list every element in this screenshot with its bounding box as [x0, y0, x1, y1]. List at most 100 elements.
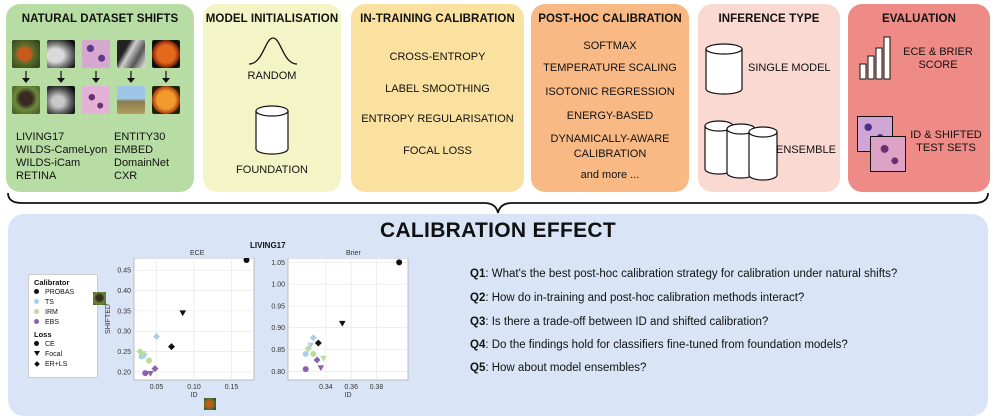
y-axis-label: SHIFTED: [105, 304, 112, 334]
test-image-front: [870, 136, 906, 172]
dataset-name: WILDS-iCam: [16, 157, 81, 169]
x-tick-label: 0.15: [225, 384, 239, 391]
data-point: [302, 350, 309, 357]
xray-thumbnail: [117, 40, 145, 68]
inference-single-model: SINGLE MODEL: [748, 62, 831, 74]
dataset-name: EMBED: [114, 144, 154, 156]
data-point: [310, 350, 317, 357]
method-dynamically-aware: DYNAMICALLY-AWARE: [550, 133, 670, 145]
data-point: [146, 357, 152, 364]
y-tick-label: 0.25: [117, 349, 131, 356]
dataset-name: LIVING17: [16, 131, 65, 143]
evaluation-panel: EVALUATION ECE & BRIER SCORE ID & SHIFTE…: [848, 4, 990, 192]
x-tick-label: 0.34: [319, 384, 333, 391]
data-point: [309, 334, 317, 342]
method-cross-entropy: CROSS-ENTROPY: [389, 51, 486, 63]
legend: Calibrator PROBAS TS IRM EBS Loss CE Foc…: [28, 274, 98, 378]
shifted-sample-thumbnail: [204, 398, 216, 410]
natural-shifts-panel: NATURAL DATASET SHIFTS LIVING17 WILDS-Ca…: [6, 4, 194, 192]
x-axis-label: ID: [345, 392, 352, 399]
y-tick-label: 1.00: [271, 282, 285, 289]
method-and-more: and more ...: [580, 169, 640, 181]
circle-marker-icon: [34, 341, 39, 346]
legend-dot-ebs: [34, 319, 39, 324]
mammogram-thumbnail: [47, 40, 75, 68]
legend-item: EBS: [34, 319, 59, 326]
id-sample-thumbnail: [93, 292, 106, 305]
method-isotonic-regression: ISOTONIC REGRESSION: [545, 86, 675, 98]
dataset-list-right: ENTITY30 EMBED DomainNet CXR: [114, 131, 169, 183]
x-tick-label: 0.38: [370, 384, 384, 391]
landscape-thumbnail: [117, 86, 145, 114]
metric-ece-brier: ECE & BRIER SCORE: [903, 46, 973, 71]
y-tick-label: 0.45: [117, 268, 131, 275]
method-calibration: CALIBRATION: [573, 148, 647, 160]
panel-title: EVALUATION: [881, 13, 957, 25]
curly-brace: [7, 192, 989, 214]
cylinder-icon: [255, 105, 289, 155]
data-point: [147, 370, 154, 377]
data-point: [339, 320, 346, 327]
dataset-list-left: LIVING17 WILDS-CameLyon WILDS-iCam RETIN…: [16, 131, 107, 183]
data-point: [302, 366, 309, 373]
y-tick-label: 1.05: [271, 260, 285, 267]
init-foundation: FOUNDATION: [236, 164, 308, 176]
legend-dot-irm: [34, 309, 39, 314]
living17-title: LIVING17: [250, 241, 286, 250]
model-init-panel: MODEL INITIALISATION RANDOM FOUNDATION: [203, 4, 341, 192]
y-tick-label: 0.20: [117, 369, 131, 376]
calibration-effect-panel: CALIBRATION EFFECT Calibrator PROBAS TS …: [8, 214, 988, 416]
shift-arrow-icon: [127, 71, 135, 83]
x-axis-label: ID: [191, 392, 198, 399]
data-point: [139, 351, 147, 357]
x-tick-label: 0.10: [187, 384, 201, 391]
data-point: [142, 370, 149, 377]
brier-plot-title: Brier: [346, 250, 361, 257]
data-point: [153, 332, 160, 340]
data-point: [317, 365, 325, 372]
shift-arrow-icon: [57, 71, 65, 83]
data-point: [307, 342, 315, 349]
shift-arrow-icon: [22, 71, 30, 83]
legend-item: ER+LS: [34, 361, 67, 368]
data-point: [320, 355, 327, 362]
legend-item: TS: [34, 299, 54, 306]
data-point: [313, 356, 321, 364]
retina-thumbnail: [152, 40, 180, 68]
plot-area: [287, 258, 409, 381]
panel-title: IN-TRAINING CALIBRATION: [360, 13, 515, 25]
legend-calibrator-title: Calibrator: [34, 278, 70, 287]
legend-item: CE: [34, 341, 55, 348]
y-tick-label: 0.80: [271, 369, 285, 376]
dataset-name: CXR: [114, 170, 138, 182]
scatter-charts: 0.20 0.25 0.30 0.35 0.40 0.45 0.05 0.10 0.15 ID SH…: [105, 258, 409, 399]
y-tick-label: 0.85: [271, 347, 285, 354]
diamond-marker-icon: [34, 361, 40, 367]
method-label-smoothing: LABEL SMOOTHING: [385, 83, 490, 95]
triangle-marker-icon: [34, 351, 40, 356]
method-energy-based: ENERGY-BASED: [566, 110, 654, 122]
dataset-name: DomainNet: [114, 157, 170, 169]
shift-arrow-icon: [162, 71, 170, 83]
dataset-name: WILDS-CameLyon: [16, 144, 108, 156]
x-tick-label: 0.36: [344, 384, 358, 391]
y-tick-label: 0.40: [117, 288, 131, 295]
data-point: [243, 258, 250, 264]
legend-item: IRM: [34, 309, 58, 316]
chimp-thumbnail: [12, 86, 40, 114]
monkey-thumbnail: [12, 40, 40, 68]
init-random: RANDOM: [247, 70, 297, 82]
legend-dot-ts: [34, 299, 39, 304]
panel-title: NATURAL DATASET SHIFTS: [21, 13, 179, 25]
ece-plot-title: ECE: [190, 250, 205, 257]
panel-title: MODEL INITIALISATION: [205, 13, 339, 25]
x-tick-label: 0.05: [150, 384, 164, 391]
y-tick-label: 0.90: [271, 325, 285, 332]
panel-title: POST-HOC CALIBRATION: [538, 13, 682, 25]
bar-chart-icon: [859, 36, 891, 80]
y-tick-label: 0.35: [117, 308, 131, 315]
inference-panel: INFERENCE TYPE SINGLE MODEL ENSEMBLE: [698, 4, 840, 192]
retina-shifted-thumbnail: [152, 86, 180, 114]
data-point: [314, 339, 322, 347]
cylinder-icon: [705, 43, 743, 95]
